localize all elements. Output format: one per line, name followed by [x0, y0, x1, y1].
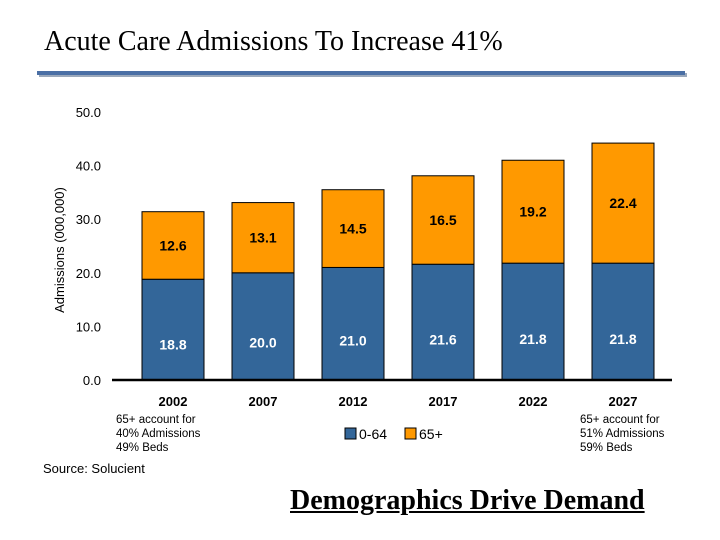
legend-label: 65+ — [419, 426, 443, 442]
tagline: Demographics Drive Demand — [290, 485, 645, 516]
legend-swatch-65+ — [404, 427, 417, 440]
bar-65+-2017 — [411, 175, 475, 265]
data-label: 20.0 — [249, 334, 276, 350]
data-label: 13.1 — [249, 230, 276, 246]
bar-65+-2027 — [591, 142, 655, 264]
y-tick-label: 50.0 — [76, 105, 101, 120]
data-label: 22.4 — [609, 195, 636, 211]
bar-0-64-2027 — [591, 262, 655, 381]
x-tick-label: 2017 — [429, 394, 458, 409]
bar-65+-2002 — [141, 211, 205, 280]
x-tick-label: 2022 — [519, 394, 548, 409]
note-left-line: 40% Admissions — [116, 428, 201, 440]
note-right-line: 59% Beds — [580, 442, 633, 454]
x-tick-label: 2007 — [249, 394, 278, 409]
bar-0-64-2022 — [501, 262, 565, 381]
bar-65+-2022 — [501, 159, 565, 264]
source-text: Source: Solucient — [43, 461, 145, 476]
y-tick-label: 40.0 — [76, 159, 101, 174]
bar-0-64-2002 — [141, 278, 205, 381]
y-tick-label: 10.0 — [76, 319, 101, 334]
data-label: 21.8 — [609, 331, 636, 347]
x-tick-label: 2027 — [609, 394, 638, 409]
data-label: 14.5 — [339, 221, 366, 237]
y-axis-label: Admissions (000,000) — [52, 187, 67, 313]
title-rule — [37, 71, 685, 75]
note-left-line: 65+ account for — [116, 414, 196, 426]
data-label: 18.8 — [159, 337, 186, 353]
legend-swatch-0-64 — [344, 427, 357, 440]
x-tick-label: 2012 — [339, 394, 368, 409]
slide-title: Acute Care Admissions To Increase 41% — [44, 26, 503, 57]
y-tick-label: 20.0 — [76, 266, 101, 281]
note-left: 65+ account for 40% Admissions 49% Beds — [116, 413, 200, 455]
y-tick-label: 30.0 — [76, 212, 101, 227]
bar-0-64-2007 — [231, 272, 295, 381]
y-tick-label: 0.0 — [83, 373, 101, 388]
note-right-line: 65+ account for — [580, 414, 660, 426]
data-label: 19.2 — [519, 204, 546, 220]
note-right: 65+ account for 51% Admissions 59% Beds — [580, 413, 664, 455]
note-left-line: 49% Beds — [116, 442, 169, 454]
data-label: 16.5 — [429, 212, 456, 228]
x-tick-label: 2002 — [159, 394, 188, 409]
bar-0-64-2017 — [411, 263, 475, 381]
data-label: 21.0 — [339, 333, 366, 349]
data-label: 21.6 — [429, 331, 456, 347]
data-label: 21.8 — [519, 331, 546, 347]
bar-0-64-2012 — [321, 266, 385, 381]
note-right-line: 51% Admissions — [580, 428, 665, 440]
data-label: 12.6 — [159, 237, 186, 253]
bar-65+-2007 — [231, 202, 295, 274]
legend-label: 0-64 — [359, 426, 387, 442]
bar-65+-2012 — [321, 189, 385, 268]
